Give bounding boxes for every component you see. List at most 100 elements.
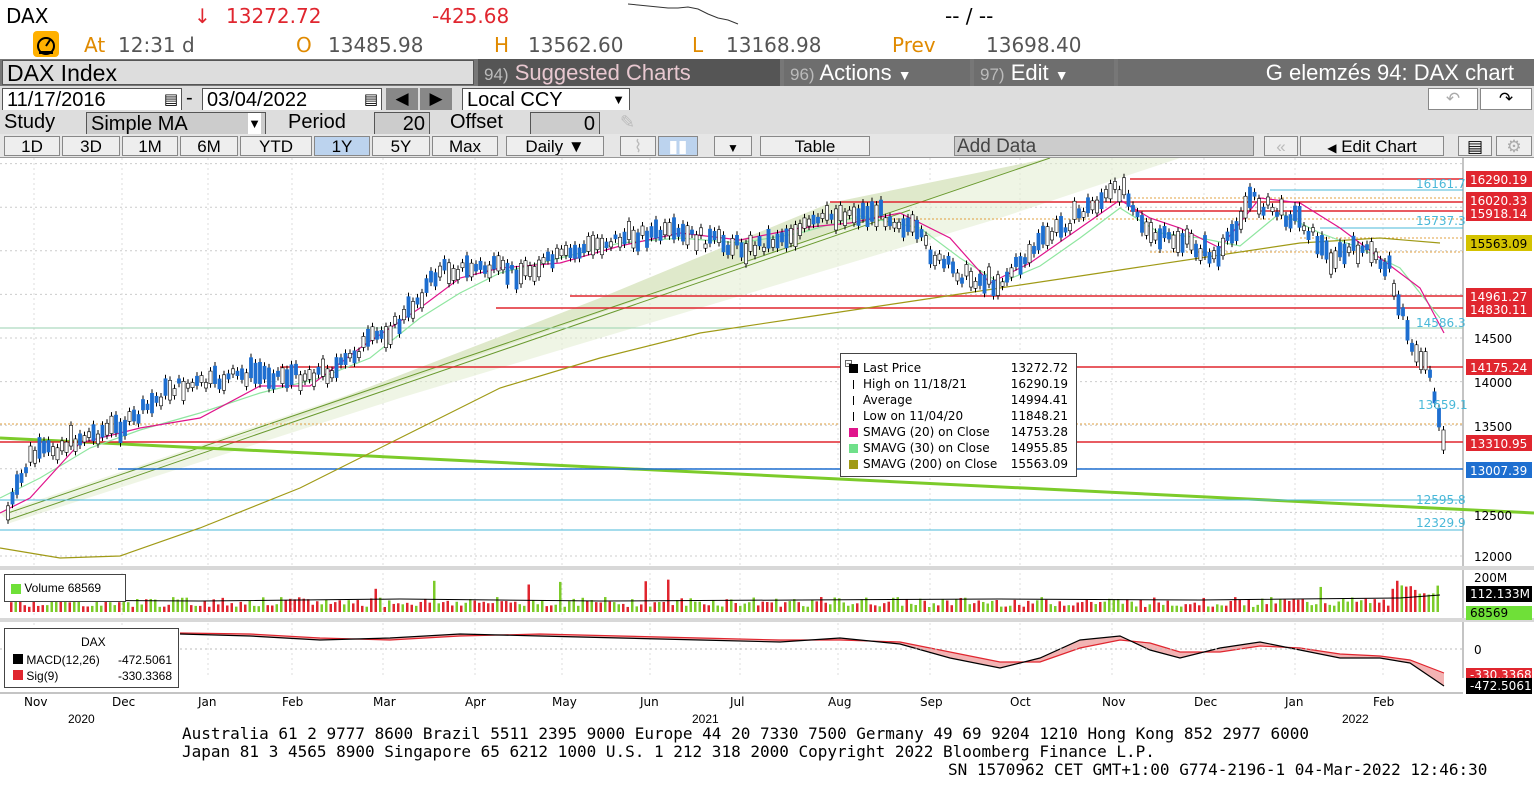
legend-collapse-icon[interactable]: − <box>845 360 852 368</box>
period-button-1y[interactable]: 1Y <box>314 136 370 156</box>
candle <box>1279 198 1284 216</box>
period-button-3d[interactable]: 3D <box>62 136 120 156</box>
chart-legend[interactable]: − Last Price 13272.72 High on 11/18/21 1629… <box>840 353 1077 477</box>
candle <box>960 277 964 284</box>
period-button-6m[interactable]: 6M <box>180 136 238 156</box>
candle <box>523 260 528 277</box>
chevron-down-icon: ▼ <box>897 67 912 83</box>
collapse-button[interactable]: « <box>1264 136 1298 156</box>
edit-menu[interactable]: 97) Edit ▼ <box>974 59 1114 86</box>
candle <box>933 255 937 266</box>
candle <box>1104 189 1108 199</box>
volume-bar <box>172 597 175 612</box>
gauge-icon[interactable] <box>33 31 59 57</box>
add-data-field[interactable]: Add Data <box>954 136 1254 156</box>
candle <box>663 222 667 236</box>
candle <box>1054 219 1059 233</box>
candle <box>361 336 366 348</box>
candle <box>280 367 285 384</box>
candle <box>748 234 753 252</box>
period-button-1d[interactable]: 1D <box>4 136 60 156</box>
volume-bar <box>1378 602 1381 612</box>
volume-bar <box>608 601 611 612</box>
y-tick-label: 14000 <box>1474 376 1512 390</box>
volume-bar <box>212 599 215 612</box>
volume-bar <box>1148 604 1151 612</box>
start-date-field[interactable]: 11/17/2016 ▤ <box>2 88 182 112</box>
volume-bar <box>383 606 386 612</box>
prev-range-button[interactable]: ◀ <box>386 88 418 110</box>
table-button[interactable]: Table <box>760 136 870 156</box>
candle <box>964 264 969 277</box>
volume-bar <box>653 602 656 612</box>
candle <box>195 375 199 386</box>
volume-bar <box>1202 597 1205 612</box>
undo-button[interactable]: ↶ <box>1428 88 1478 110</box>
candle <box>1320 235 1324 256</box>
period-button-1m[interactable]: 1M <box>122 136 178 156</box>
candle <box>946 255 951 265</box>
bid-ask: -- / -- <box>945 4 994 28</box>
bar-chart-button[interactable]: ▮▮ <box>658 136 698 156</box>
macd-legend[interactable]: DAX MACD(12,26) -472.5061 Sig(9) -330.33… <box>4 628 179 688</box>
edit-chart-button[interactable]: ◀ Edit Chart <box>1300 136 1444 156</box>
end-date-field[interactable]: 03/04/2022 ▤ <box>202 88 382 112</box>
pencil-icon[interactable]: ✎ <box>620 112 636 132</box>
period-input[interactable]: 20 <box>374 112 430 136</box>
frequency-select[interactable]: Daily ▼ <box>506 136 604 156</box>
macd-tag <box>1466 678 1532 694</box>
period-button-ytd[interactable]: YTD <box>240 136 312 156</box>
redo-button[interactable]: ↷ <box>1480 88 1532 110</box>
volume-bar <box>478 602 481 612</box>
legend-swatch <box>853 380 858 389</box>
candle <box>667 222 672 237</box>
candle <box>325 368 330 384</box>
volume-bar <box>1283 599 1286 612</box>
volume-bar <box>901 605 904 612</box>
candle <box>168 380 172 401</box>
candle <box>375 330 379 340</box>
offset-input[interactable]: 0 <box>530 112 600 136</box>
next-range-button[interactable]: ▶ <box>420 88 452 110</box>
legend-value: 11848.21 <box>1010 409 1068 423</box>
volume-bar <box>689 598 692 612</box>
candle <box>627 221 631 240</box>
study-select[interactable]: Simple MA ▼ <box>86 112 266 136</box>
line-chart-button[interactable]: ⌇ <box>620 136 656 156</box>
currency-select[interactable]: Local CCY ▼ <box>462 88 630 112</box>
volume-bar <box>937 605 940 612</box>
volume-bar <box>986 603 989 612</box>
candle <box>726 244 730 255</box>
candle <box>123 419 127 437</box>
candle <box>942 258 946 269</box>
candle <box>1342 243 1347 265</box>
chart-type-dropdown[interactable]: ▼ <box>714 136 752 156</box>
volume-bar <box>1301 598 1304 612</box>
volume-bar <box>95 600 98 612</box>
candle <box>1081 211 1086 218</box>
calendar-icon[interactable]: ▤ <box>363 91 378 108</box>
gear-button[interactable]: ⚙ <box>1496 136 1532 156</box>
calendar-icon[interactable]: ▤ <box>163 91 178 108</box>
legend-label: Average <box>863 393 913 407</box>
volume-bar <box>802 606 805 612</box>
candle <box>1171 234 1176 249</box>
candle <box>847 209 852 216</box>
candle <box>87 431 91 438</box>
candle <box>1212 250 1216 260</box>
chevron-right-icon: ▶ <box>429 89 443 108</box>
volume-bar <box>1022 606 1025 612</box>
volume-bar <box>1144 606 1147 612</box>
actions-menu[interactable]: 96) Actions ▼ <box>784 59 970 86</box>
chart-settings-button[interactable]: ▤ <box>1458 136 1492 156</box>
candle <box>834 208 838 231</box>
candle <box>604 241 609 249</box>
candle <box>406 296 411 318</box>
period-button-5y[interactable]: 5Y <box>372 136 430 156</box>
price-chart[interactable]: 14500 14000 13500 12500 12000 16290.19 16020.3… <box>0 158 1534 710</box>
last-price: 13272.72 <box>226 4 322 28</box>
period-button-max[interactable]: Max <box>432 136 498 156</box>
volume-bar <box>91 605 94 612</box>
suggested-charts-menu[interactable]: 94) Suggested Charts <box>478 59 780 86</box>
volume-legend[interactable]: Volume 68569 <box>4 574 126 602</box>
